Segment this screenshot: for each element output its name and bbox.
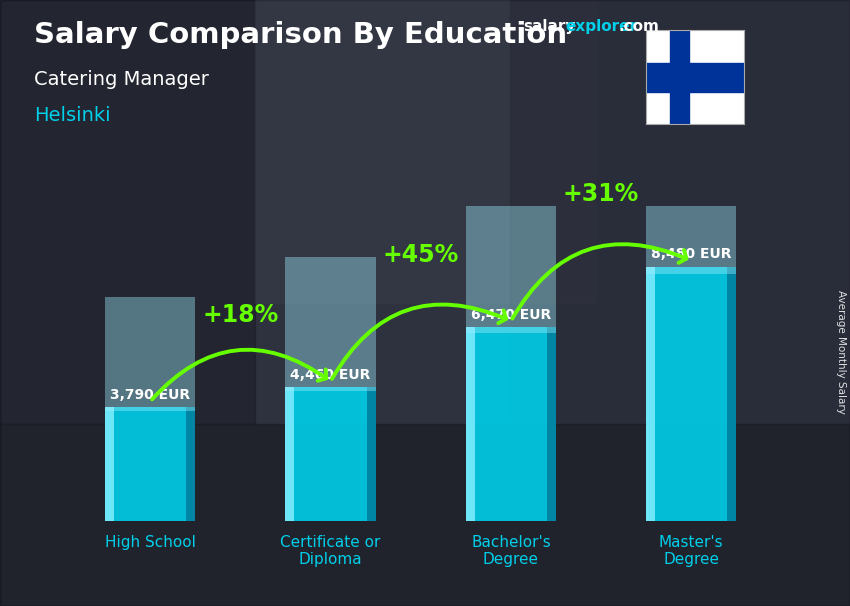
Bar [466,327,475,521]
Text: 8,480 EUR: 8,480 EUR [651,247,732,261]
Text: Salary Comparison By Education: Salary Comparison By Education [34,21,567,49]
Bar [255,0,595,303]
Text: +45%: +45% [382,242,459,267]
Text: 6,470 EUR: 6,470 EUR [471,308,551,322]
Bar [105,407,114,521]
Text: +18%: +18% [202,303,279,327]
Bar [671,30,688,124]
Bar [366,387,376,521]
Text: .com: .com [619,19,660,35]
Bar [0,0,255,424]
Text: +31%: +31% [563,182,639,206]
Bar [286,258,376,391]
Bar [0,424,850,606]
Bar [646,267,655,521]
Text: explorer: explorer [565,19,638,35]
Bar [466,139,556,333]
Bar [105,407,196,521]
Text: 3,790 EUR: 3,790 EUR [110,388,190,402]
Bar [510,0,850,424]
Bar [186,407,196,521]
Text: Helsinki: Helsinki [34,106,110,125]
Text: 4,460 EUR: 4,460 EUR [291,368,371,382]
Bar [286,387,376,521]
Bar [466,327,556,521]
Text: salary: salary [523,19,575,35]
Bar [286,387,294,521]
Bar [646,20,736,275]
Bar [547,327,556,521]
Bar [105,297,196,411]
Bar [646,267,736,521]
Bar [646,63,744,92]
Text: Average Monthly Salary: Average Monthly Salary [836,290,846,413]
Text: Catering Manager: Catering Manager [34,70,209,88]
Bar [728,267,736,521]
